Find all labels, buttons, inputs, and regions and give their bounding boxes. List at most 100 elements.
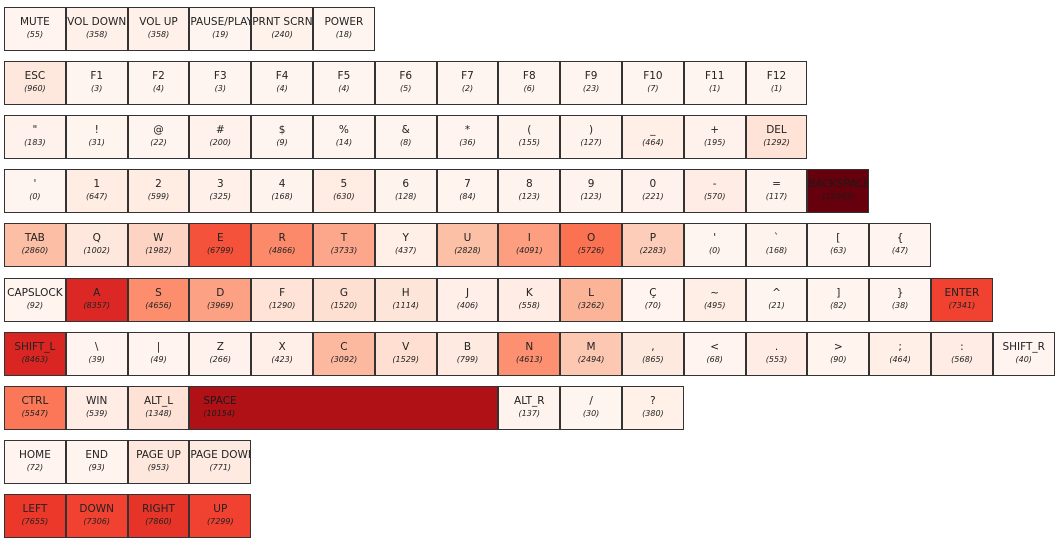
key-cell: PAGE UP (953) bbox=[127, 439, 190, 484]
key-label: E bbox=[216, 232, 224, 245]
key-count: (7) bbox=[647, 84, 659, 94]
key-cell: . (553) bbox=[745, 331, 808, 376]
key-label: P bbox=[649, 232, 657, 245]
key-cell: D (3969) bbox=[189, 277, 252, 322]
key-count: (22) bbox=[150, 138, 167, 148]
key-count: (123) bbox=[518, 192, 541, 202]
key-count: (5547) bbox=[21, 408, 49, 418]
key-label: U bbox=[463, 232, 472, 245]
key-count: (406) bbox=[456, 300, 479, 310]
key-count: (200) bbox=[209, 138, 232, 148]
key-label: 4 bbox=[278, 178, 286, 191]
key-cell: F12 (1) bbox=[745, 61, 808, 106]
key-cell: PRNT SCRN (240) bbox=[251, 7, 313, 51]
key-cell: F11 (1) bbox=[683, 61, 746, 106]
key-cell: ALT_L (1348) bbox=[127, 385, 190, 430]
key-count: (9) bbox=[276, 138, 288, 148]
key-cell: 1 (647) bbox=[65, 169, 128, 214]
key-label: F7 bbox=[461, 70, 474, 83]
key-cell: & (8) bbox=[374, 115, 437, 160]
key-count: (68) bbox=[706, 354, 723, 364]
key-count: (3092) bbox=[330, 354, 358, 364]
key-cell: A (8357) bbox=[65, 277, 128, 322]
key-label: SHIFT_R bbox=[1002, 340, 1045, 353]
key-label: O bbox=[586, 232, 596, 245]
key-count: (18) bbox=[335, 30, 353, 39]
key-cell: < (68) bbox=[683, 331, 746, 376]
key-cell: ~ (495) bbox=[683, 277, 746, 322]
key-label: F5 bbox=[337, 70, 351, 83]
key-label: Z bbox=[216, 340, 224, 353]
key-label: ~ bbox=[710, 286, 720, 299]
key-cell: MUTE (55) bbox=[4, 7, 66, 51]
key-label: MUTE bbox=[20, 16, 50, 28]
key-label: 2 bbox=[155, 178, 162, 191]
key-count: (1290) bbox=[268, 300, 296, 310]
key-cell: " (183) bbox=[4, 115, 66, 160]
key-cell: CAPSLOCK (92) bbox=[4, 277, 66, 322]
key-count: (1982) bbox=[145, 246, 172, 256]
key-label: [ bbox=[836, 232, 841, 245]
key-count: (464) bbox=[642, 138, 664, 148]
key-cell: L (3262) bbox=[560, 277, 622, 322]
key-cell: F6 (5) bbox=[374, 61, 437, 106]
key-label: < bbox=[710, 340, 720, 353]
key-count: (953) bbox=[147, 462, 170, 472]
key-label: TAB bbox=[24, 232, 45, 245]
key-cell: F (1290) bbox=[251, 277, 313, 322]
key-count: (93) bbox=[88, 462, 105, 472]
key-cell: , (865) bbox=[622, 331, 684, 376]
key-count: (266) bbox=[209, 354, 232, 364]
key-count: (127) bbox=[580, 138, 602, 148]
key-count: (599) bbox=[147, 192, 170, 202]
key-cell: $ (9) bbox=[251, 115, 313, 160]
key-label: * bbox=[464, 124, 471, 137]
key-count: (7860) bbox=[145, 516, 172, 526]
key-label: . bbox=[774, 340, 779, 353]
key-cell: ' (0) bbox=[683, 223, 746, 268]
key-cell: | (49) bbox=[127, 331, 190, 376]
key-cell: Ç (70) bbox=[622, 277, 684, 322]
key-cell: # (200) bbox=[189, 115, 252, 160]
key-cell: DEL (1292) bbox=[745, 115, 808, 160]
key-count: (865) bbox=[642, 354, 664, 364]
key-label: % bbox=[338, 124, 349, 137]
key-label: 7 bbox=[464, 178, 471, 191]
key-label: G bbox=[339, 286, 348, 299]
key-cell: F5 (4) bbox=[313, 61, 375, 106]
key-cell: SHIFT_L (8463) bbox=[4, 331, 66, 376]
key-label: F3 bbox=[213, 70, 227, 83]
key-label: F9 bbox=[584, 70, 598, 83]
key-cell: RIGHT (7860) bbox=[127, 493, 190, 538]
key-cell: 3 (325) bbox=[189, 169, 252, 214]
key-cell: 0 (221) bbox=[622, 169, 684, 214]
key-count: (221) bbox=[642, 192, 664, 202]
key-label: S bbox=[155, 286, 162, 299]
key-cell: SHIFT_R (40) bbox=[992, 331, 1055, 376]
key-label: A bbox=[93, 286, 101, 299]
key-label: " bbox=[32, 124, 38, 137]
key-cell: R (4866) bbox=[251, 223, 313, 268]
key-count: (771) bbox=[209, 462, 232, 472]
key-cell: * (36) bbox=[436, 115, 499, 160]
key-count: (47) bbox=[891, 246, 909, 256]
key-label: J bbox=[465, 286, 470, 299]
key-label: K bbox=[525, 286, 533, 299]
key-count: (82) bbox=[830, 300, 847, 310]
key-label: END bbox=[85, 448, 108, 461]
key-label: CTRL bbox=[21, 394, 49, 407]
key-count: (92) bbox=[26, 300, 44, 310]
key-count: (647) bbox=[85, 192, 108, 202]
key-label: SPACE bbox=[203, 394, 237, 407]
key-label: V bbox=[402, 340, 410, 353]
key-label: X bbox=[278, 340, 286, 353]
key-count: (63) bbox=[830, 246, 847, 256]
key-cell: I (4091) bbox=[498, 223, 561, 268]
key-label: F bbox=[279, 286, 286, 299]
key-count: (1) bbox=[770, 84, 783, 94]
key-count: (437) bbox=[394, 246, 417, 256]
key-count: (19) bbox=[212, 30, 229, 39]
key-cell: F9 (23) bbox=[560, 61, 622, 106]
key-count: (72) bbox=[26, 462, 44, 472]
